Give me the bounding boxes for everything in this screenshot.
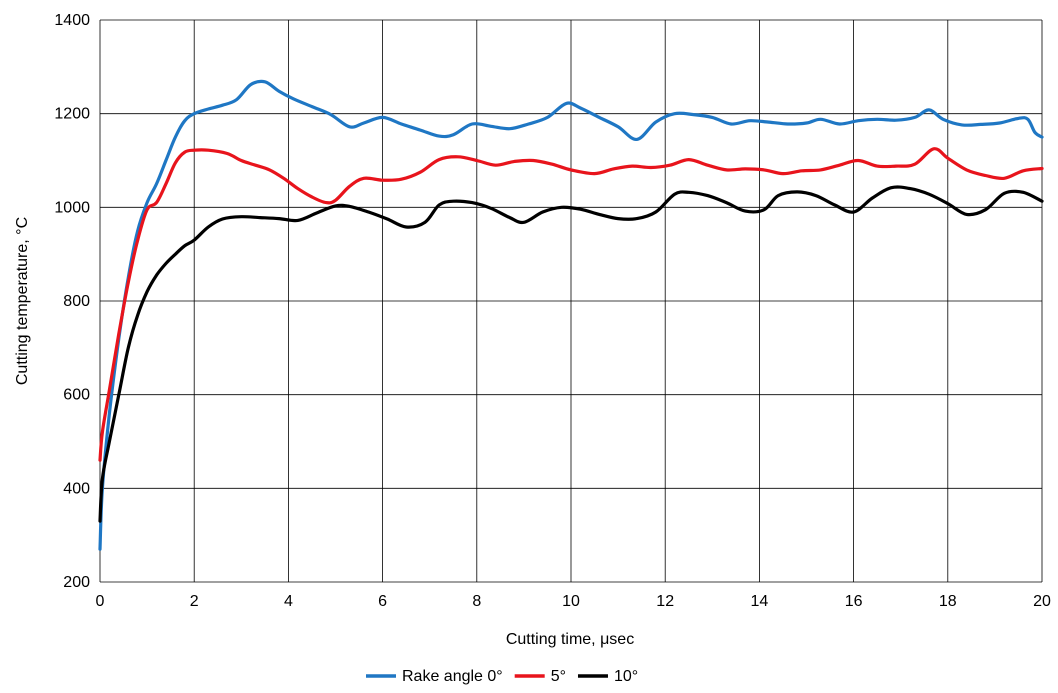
x-tick-label: 18 <box>939 593 957 610</box>
y-tick-label: 200 <box>63 574 90 591</box>
x-tick-label: 12 <box>656 593 674 610</box>
x-tick-label: 2 <box>190 593 199 610</box>
x-tick-labels: 0 2 4 6 8 10 12 14 16 18 20 <box>96 593 1051 610</box>
x-tick-label: 0 <box>96 593 105 610</box>
series-line-rake-5 <box>98 147 1044 462</box>
x-tick-label: 20 <box>1033 593 1051 610</box>
series-line-rake-10 <box>98 185 1044 523</box>
y-tick-label: 400 <box>63 480 90 497</box>
legend-label: 5° <box>551 668 566 685</box>
y-tick-label: 1400 <box>54 12 90 29</box>
legend-label: 10° <box>614 668 638 685</box>
legend-item-rake-0: Rake angle 0° <box>366 668 503 685</box>
y-tick-label: 800 <box>63 293 90 310</box>
x-tick-label: 6 <box>378 593 387 610</box>
x-axis-title: Cutting time, μsec <box>506 631 634 648</box>
x-tick-label: 16 <box>845 593 863 610</box>
x-tick-label: 4 <box>284 593 293 610</box>
legend-item-rake-5: 5° <box>514 668 566 685</box>
x-tick-label: 8 <box>472 593 481 610</box>
legend-item-rake-10: 10° <box>577 668 638 685</box>
y-tick-label: 1000 <box>54 199 90 216</box>
y-tick-labels: 200 400 600 800 1000 1200 1400 <box>54 12 90 591</box>
y-tick-label: 600 <box>63 387 90 404</box>
legend: Rake angle 0° 5° 10° <box>366 668 638 685</box>
series-lines <box>98 79 1044 551</box>
legend-label: Rake angle 0° <box>402 668 503 685</box>
x-tick-label: 14 <box>751 593 769 610</box>
series-line-rake-0 <box>98 79 1044 551</box>
x-tick-label: 10 <box>562 593 580 610</box>
y-axis-title: Cutting temperature, °C <box>14 217 31 385</box>
y-tick-label: 1200 <box>54 106 90 123</box>
